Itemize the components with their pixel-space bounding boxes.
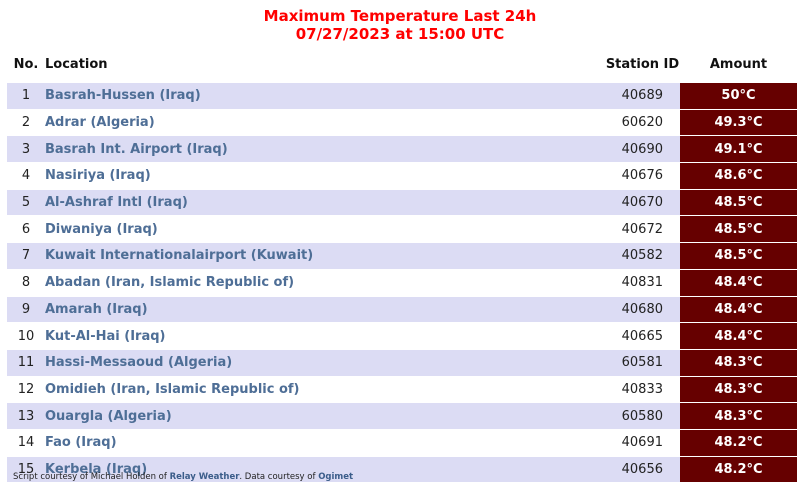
- table-row: 11 Hassi-Messaoud (Algeria) 60581 48.3°C: [7, 349, 797, 377]
- temperature-table: No. Location Station ID Amount 1 Basrah-H…: [7, 46, 797, 484]
- station-id-cell: 60580: [605, 402, 680, 430]
- table-row: 8 Abadan (Iran, Islamic Republic of) 40831…: [7, 269, 797, 297]
- row-number: 11: [7, 349, 45, 377]
- amount-cell: 49.3°C: [680, 109, 797, 137]
- amount-cell: 48.3°C: [680, 376, 797, 404]
- row-number: 5: [7, 189, 45, 217]
- amount-cell: 48.3°C: [680, 349, 797, 377]
- table-row: 5 Al-Ashraf Intl (Iraq) 40670 48.5°C: [7, 189, 797, 217]
- column-header-location: Location: [45, 57, 108, 72]
- station-id-cell: 40676: [605, 162, 680, 190]
- location-cell[interactable]: Ouargla (Algeria): [45, 402, 605, 430]
- location-cell[interactable]: Kut-Al-Hai (Iraq): [45, 322, 605, 350]
- station-id-cell: 40689: [605, 83, 680, 110]
- table-row: 7 Kuwait Internationalairport (Kuwait) 405…: [7, 242, 797, 270]
- amount-cell: 48.4°C: [680, 296, 797, 324]
- location-cell[interactable]: Abadan (Iran, Islamic Republic of): [45, 269, 605, 297]
- row-number: 9: [7, 296, 45, 324]
- amount-cell: 48.5°C: [680, 189, 797, 217]
- amount-cell: 48.2°C: [680, 456, 797, 484]
- station-id-cell: 40831: [605, 269, 680, 297]
- row-number: 15: [7, 456, 45, 484]
- column-header-amount: Amount: [709, 57, 768, 72]
- row-number: 6: [7, 215, 45, 244]
- row-number: 1: [7, 83, 45, 110]
- station-id-cell: 40691: [605, 429, 680, 457]
- station-id-cell: 40582: [605, 242, 680, 270]
- station-id-cell: 60581: [605, 349, 680, 377]
- station-id-cell: 40656: [605, 456, 680, 484]
- relay-weather-link[interactable]: Relay Weather: [169, 472, 240, 482]
- station-id-cell: 40672: [605, 215, 680, 244]
- table-row: 15 Kerbela (Iraq) 40656 48.2°C: [7, 456, 797, 484]
- footer-prefix: Script courtesy of Michael Holden of: [13, 472, 170, 482]
- table-body: 1 Basrah-Hussen (Iraq) 40689 50°C 2 Adrar (Al…: [7, 83, 797, 484]
- page-subtitle-datetime: 07/27/2023 at 15:00 UTC: [295, 25, 505, 43]
- amount-cell: 48.4°C: [680, 322, 797, 350]
- station-id-cell: 40690: [605, 135, 680, 164]
- location-cell[interactable]: Kerbela (Iraq): [45, 456, 605, 484]
- location-cell[interactable]: Amarah (Iraq): [45, 296, 605, 324]
- column-header-no: No.: [13, 57, 39, 72]
- table-row: 10 Kut-Al-Hai (Iraq) 40665 48.4°C: [7, 322, 797, 350]
- amount-cell: 48.5°C: [680, 242, 797, 270]
- station-id-cell: 40670: [605, 189, 680, 217]
- station-id-cell: 40680: [605, 296, 680, 324]
- location-cell[interactable]: Omidieh (Iran, Islamic Republic of): [45, 376, 605, 404]
- table-row: 12 Omidieh (Iran, Islamic Republic of) 408…: [7, 376, 797, 404]
- ogimet-link[interactable]: Ogimet: [318, 472, 354, 482]
- footer-credits: Script courtesy of Michael Holden of Rel…: [13, 472, 353, 482]
- table-row: 13 Ouargla (Algeria) 60580 48.3°C: [7, 402, 797, 430]
- footer-middle: . Data courtesy of: [239, 472, 319, 482]
- table-row: 4 Nasiriya (Iraq) 40676 48.6°C: [7, 162, 797, 190]
- station-id-cell: 40833: [605, 376, 680, 404]
- row-number: 12: [7, 376, 45, 404]
- column-header-station-id: Station ID: [605, 57, 680, 72]
- row-number: 4: [7, 162, 45, 190]
- location-cell[interactable]: Kuwait Internationalairport (Kuwait): [45, 242, 605, 270]
- table-row: 2 Adrar (Algeria) 60620 49.3°C: [7, 109, 797, 137]
- location-cell[interactable]: Nasiriya (Iraq): [45, 162, 605, 190]
- table-row: 9 Amarah (Iraq) 40680 48.4°C: [7, 296, 797, 324]
- location-cell[interactable]: Basrah Int. Airport (Iraq): [45, 135, 605, 164]
- location-cell[interactable]: Diwaniya (Iraq): [45, 215, 605, 244]
- amount-cell: 48.3°C: [680, 402, 797, 430]
- location-cell[interactable]: Hassi-Messaoud (Algeria): [45, 349, 605, 377]
- amount-cell: 48.2°C: [680, 429, 797, 457]
- station-id-cell: 60620: [605, 109, 680, 137]
- amount-cell: 50°C: [680, 83, 797, 110]
- row-number: 10: [7, 322, 45, 350]
- row-number: 8: [7, 269, 45, 297]
- amount-cell: 48.5°C: [680, 215, 797, 244]
- table-row: 6 Diwaniya (Iraq) 40672 48.5°C: [7, 215, 797, 244]
- amount-cell: 48.4°C: [680, 269, 797, 297]
- row-number: 14: [7, 429, 45, 457]
- amount-cell: 48.6°C: [680, 162, 797, 190]
- amount-cell: 49.1°C: [680, 135, 797, 164]
- row-number: 7: [7, 242, 45, 270]
- page-title: Maximum Temperature Last 24h: [263, 7, 537, 25]
- table-row: 1 Basrah-Hussen (Iraq) 40689 50°C: [7, 83, 797, 110]
- location-cell[interactable]: Fao (Iraq): [45, 429, 605, 457]
- row-number: 2: [7, 109, 45, 137]
- station-id-cell: 40665: [605, 322, 680, 350]
- table-row: 3 Basrah Int. Airport (Iraq) 40690 49.1°C: [7, 135, 797, 164]
- row-number: 13: [7, 402, 45, 430]
- row-number: 3: [7, 135, 45, 164]
- table-header-row: No. Location Station ID Amount: [7, 46, 797, 83]
- location-cell[interactable]: Adrar (Algeria): [45, 109, 605, 137]
- location-cell[interactable]: Al-Ashraf Intl (Iraq): [45, 189, 605, 217]
- table-row: 14 Fao (Iraq) 40691 48.2°C: [7, 429, 797, 457]
- location-cell[interactable]: Basrah-Hussen (Iraq): [45, 83, 605, 110]
